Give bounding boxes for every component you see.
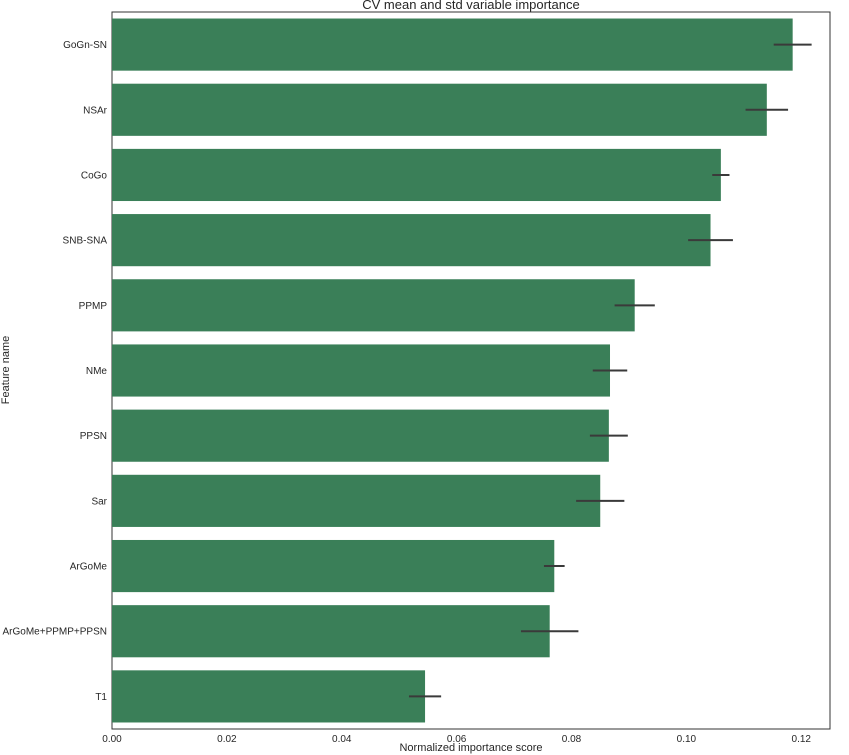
bar-t1 <box>112 670 426 723</box>
x-tick-label: 0.00 <box>102 734 122 745</box>
x-tick-label: 0.06 <box>447 734 467 745</box>
x-tick-labels: 0.00 0.02 0.04 0.06 0.08 0.10 0.12 <box>102 734 811 745</box>
bar-nme <box>112 344 611 397</box>
y-axis-label: Feature name <box>0 336 12 404</box>
y-tick-label: NSAr <box>83 105 108 116</box>
x-tick-label: 0.02 <box>217 734 237 745</box>
bar-snb-sna <box>112 214 711 267</box>
error-bars-layer <box>408 43 812 698</box>
bar-cogo <box>112 148 721 202</box>
x-tick-label: 0.08 <box>562 734 582 745</box>
y-tick-label: T1 <box>95 692 107 703</box>
y-tick-labels: GoGn-SN NSAr CoGo SNB-SNA PPMP NMe PPSN Sar ArGo… <box>3 40 108 703</box>
x-tick-label: 0.04 <box>332 734 352 745</box>
y-tick-label: SNB-SNA <box>63 236 108 247</box>
bar-gogn-sn <box>112 18 793 71</box>
bar-nsar <box>112 83 767 136</box>
chart-title: CV mean and std variable importance <box>362 0 580 12</box>
y-tick-label: GoGn-SN <box>63 40 107 51</box>
y-tick-label: CoGo <box>81 170 108 181</box>
bar-sar <box>112 474 601 527</box>
y-tick-label: PPMP <box>79 301 108 312</box>
y-tick-label: ArGoMe+PPMP+PPSN <box>3 627 107 638</box>
bars-layer <box>112 18 793 723</box>
x-tick-label: 0.10 <box>677 734 697 745</box>
x-axis-label: Normalized importance score <box>399 742 542 754</box>
bar-argome-ppmp-ppsn <box>112 605 550 658</box>
bar-ppmp <box>112 279 635 332</box>
y-tick-label: PPSN <box>80 431 107 442</box>
y-tick-label: Sar <box>91 496 107 507</box>
bar-ppsn <box>112 409 609 462</box>
bar-argome <box>112 539 555 593</box>
x-tick-label: 0.12 <box>792 734 812 745</box>
y-tick-label: NMe <box>86 366 108 377</box>
y-tick-label: ArGoMe <box>70 562 108 573</box>
